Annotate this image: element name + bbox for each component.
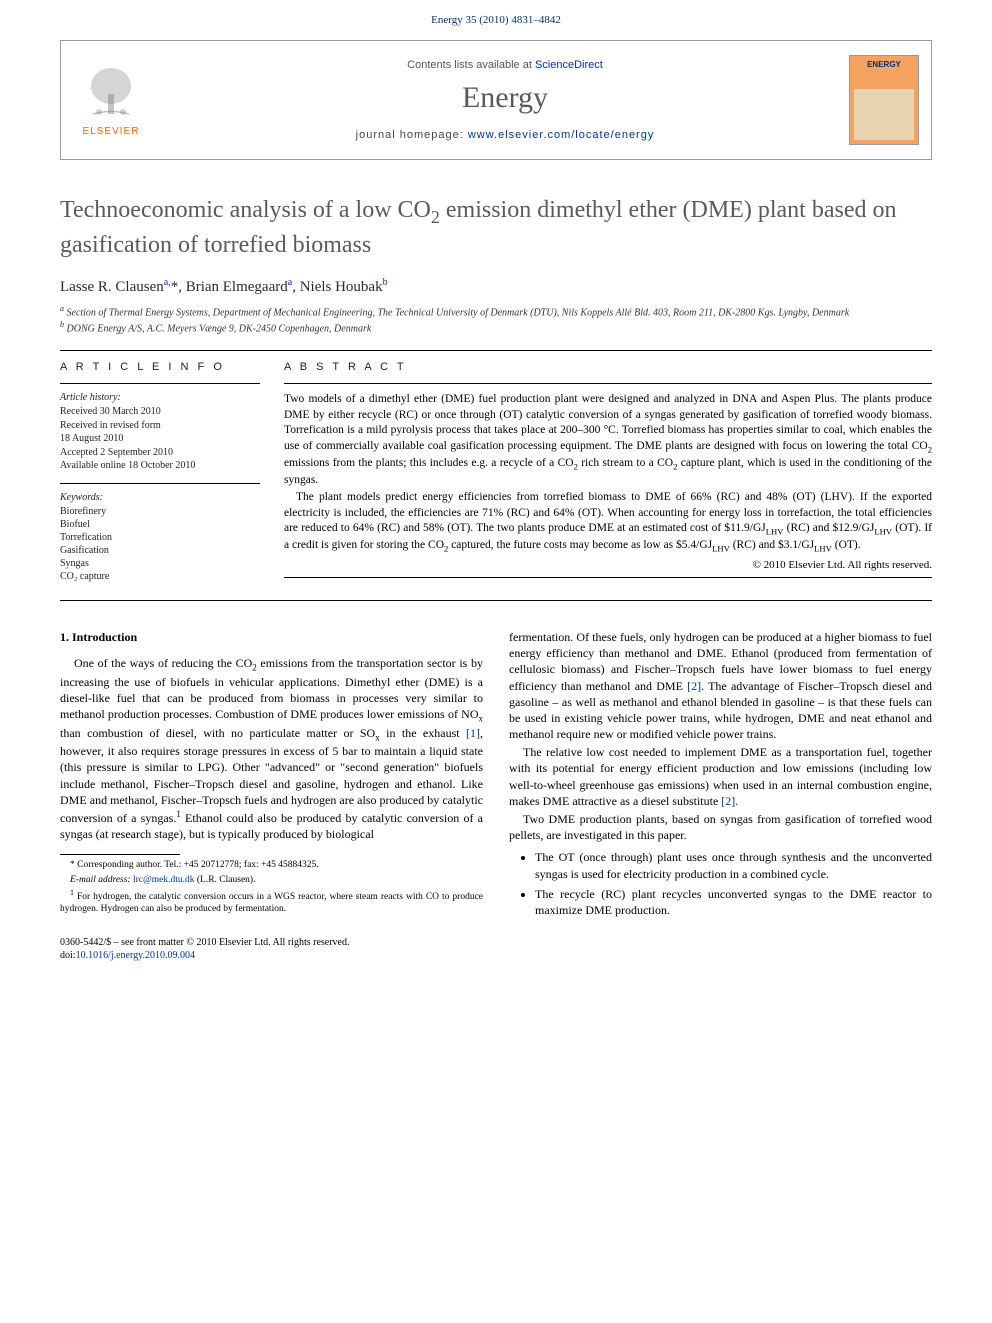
body-paragraph: One of the ways of reducing the CO2 emis… <box>60 655 483 842</box>
abstract-p2: The plant models predict energy efficien… <box>284 490 932 555</box>
column-right: fermentation. Of these fuels, only hydro… <box>509 629 932 922</box>
history-item: Available online 18 October 2010 <box>60 459 260 473</box>
keyword: Biorefinery <box>60 505 260 518</box>
front-matter-line: 0360-5442/$ – see front matter © 2010 El… <box>60 936 932 949</box>
homepage-link[interactable]: www.elsevier.com/locate/energy <box>468 129 655 141</box>
footnotes: * Corresponding author. Tel.: +45 207127… <box>60 859 483 916</box>
elsevier-tree-icon <box>81 64 141 124</box>
sciencedirect-link[interactable]: ScienceDirect <box>535 59 603 71</box>
journal-homepage: journal homepage: www.elsevier.com/locat… <box>161 129 849 141</box>
homepage-prefix: journal homepage: <box>356 129 468 141</box>
body-paragraph: Two DME production plants, based on syng… <box>509 811 932 843</box>
authors-line: Lasse R. Clausena,*, Brian Elmegaarda, N… <box>0 271 992 304</box>
doi-prefix: doi: <box>60 950 76 961</box>
contents-line: Contents lists available at ScienceDirec… <box>161 59 849 71</box>
publisher-logo: ELSEVIER <box>61 41 161 159</box>
bullet-item: The OT (once through) plant uses once th… <box>535 849 932 881</box>
publisher-name: ELSEVIER <box>83 126 140 137</box>
email-link[interactable]: lrc@mek.dtu.dk <box>133 875 195 885</box>
abstract: A B S T R A C T Two models of a dimethyl… <box>284 361 932 586</box>
affiliations: a Section of Thermal Energy Systems, Dep… <box>0 304 992 350</box>
history-item: Received 30 March 2010 <box>60 405 260 419</box>
footnote-1: 1 For hydrogen, the catalytic conversion… <box>60 888 483 916</box>
email-suffix: (L.R. Clausen). <box>195 875 256 885</box>
email-line: E-mail address: lrc@mek.dtu.dk (L.R. Cla… <box>60 874 483 886</box>
journal-center: Contents lists available at ScienceDirec… <box>161 49 849 151</box>
article-info: A R T I C L E I N F O Article history: R… <box>60 361 260 586</box>
abstract-heading: A B S T R A C T <box>284 361 932 373</box>
body-paragraph: The relative low cost needed to implemen… <box>509 744 932 809</box>
keyword: Biofuel <box>60 518 260 531</box>
citation-text: Energy 35 (2010) 4831–4842 <box>431 14 561 26</box>
email-label: E-mail address: <box>70 875 133 885</box>
history-item: 18 August 2010 <box>60 432 260 446</box>
corresponding-author: * Corresponding author. Tel.: +45 207127… <box>60 859 483 871</box>
column-left: 1. Introduction One of the ways of reduc… <box>60 629 483 922</box>
keywords-label: Keywords: <box>60 492 260 503</box>
page-header: Energy 35 (2010) 4831–4842 <box>0 0 992 32</box>
bullet-item: The recycle (RC) plant recycles unconver… <box>535 886 932 918</box>
cover-thumb-title: ENERGY <box>854 60 914 69</box>
abstract-p1: Two models of a dimethyl ether (DME) fue… <box>284 392 932 488</box>
journal-name: Energy <box>161 81 849 115</box>
keyword: Torrefication <box>60 531 260 544</box>
body-paragraph: fermentation. Of these fuels, only hydro… <box>509 629 932 742</box>
journal-cover-thumb: ENERGY <box>849 55 919 145</box>
article-info-heading: A R T I C L E I N F O <box>60 361 260 373</box>
history-item: Received in revised form <box>60 419 260 433</box>
keyword: Gasification <box>60 544 260 557</box>
abstract-bottom-divider <box>284 577 932 578</box>
abstract-text: Two models of a dimethyl ether (DME) fue… <box>284 392 932 555</box>
info-divider <box>60 383 260 384</box>
keyword: CO₂ capture <box>60 570 260 583</box>
article-title: Technoeconomic analysis of a low CO2 emi… <box>0 180 992 271</box>
history-label: Article history: <box>60 392 260 403</box>
history-item: Accepted 2 September 2010 <box>60 446 260 460</box>
bottom-line: 0360-5442/$ – see front matter © 2010 El… <box>0 934 992 980</box>
section-heading: 1. Introduction <box>60 629 483 645</box>
footnote-separator <box>60 854 180 855</box>
abstract-divider <box>284 383 932 384</box>
abstract-copyright: © 2010 Elsevier Ltd. All rights reserved… <box>284 559 932 571</box>
affiliation-a: a Section of Thermal Energy Systems, Dep… <box>60 304 932 320</box>
info-abstract-row: A R T I C L E I N F O Article history: R… <box>0 351 992 600</box>
cover-thumb-image <box>854 89 914 140</box>
body-columns: 1. Introduction One of the ways of reduc… <box>0 601 992 934</box>
keyword: Syngas <box>60 557 260 570</box>
contents-prefix: Contents lists available at <box>407 59 535 71</box>
doi-link[interactable]: 10.1016/j.energy.2010.09.004 <box>76 950 195 961</box>
doi-line: doi:10.1016/j.energy.2010.09.004 <box>60 949 932 962</box>
info-divider <box>60 483 260 484</box>
bullet-list: The OT (once through) plant uses once th… <box>509 849 932 918</box>
affiliation-b: b DONG Energy A/S, A.C. Meyers Vænge 9, … <box>60 320 932 336</box>
journal-masthead: ELSEVIER Contents lists available at Sci… <box>60 40 932 160</box>
